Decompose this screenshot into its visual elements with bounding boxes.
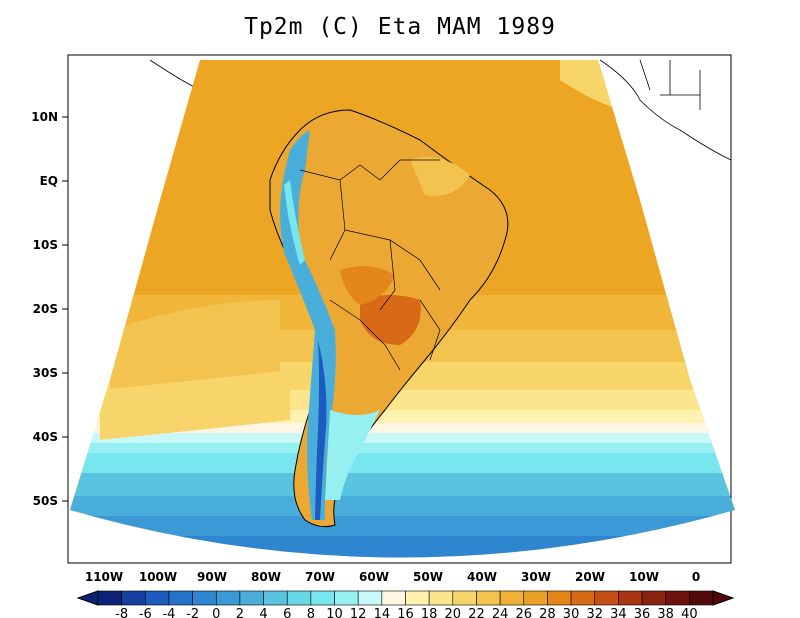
lon-label-0: 0 — [692, 570, 700, 584]
colorbar-swatch — [357, 590, 383, 606]
lon-label-20w: 20W — [575, 570, 605, 584]
colorbar-label: 24 — [492, 607, 509, 618]
lon-label-80w: 80W — [251, 570, 281, 584]
colorbar-label: 28 — [539, 607, 556, 618]
colorbar-swatch — [499, 590, 525, 606]
lon-label-100w: 100W — [139, 570, 177, 584]
colorbar-label: 26 — [515, 607, 532, 618]
colorbar-swatch — [452, 590, 477, 606]
colorbar-label: 2 — [236, 607, 244, 618]
colorbar-swatch — [428, 590, 454, 606]
colorbar-swatch — [286, 590, 312, 606]
colorbar-swatch — [618, 590, 643, 606]
map-title: Tp2m (C) Eta MAM 1989 — [244, 14, 556, 40]
lat-label-eq: EQ — [40, 174, 58, 188]
colorbar-label: 0 — [212, 607, 220, 618]
lat-label-40s: 40S — [33, 430, 58, 444]
lat-label-10n: 10N — [31, 110, 58, 124]
colorbar-label: 40 — [681, 607, 698, 618]
colorbar-swatch — [310, 590, 335, 606]
lat-label-10s: 10S — [33, 238, 58, 252]
lon-label-70w: 70W — [305, 570, 335, 584]
longitude-axis: 110W 100W 90W 80W 70W 60W 50W 40W 30W 20… — [85, 570, 700, 584]
lon-label-50w: 50W — [413, 570, 443, 584]
colorbar-swatch — [594, 590, 619, 606]
colorbar-swatch — [97, 590, 122, 606]
colorbar-swatch — [239, 590, 264, 606]
colorbar-label: 22 — [468, 607, 485, 618]
lat-label-50s: 50S — [33, 494, 58, 508]
colorbar-label: 38 — [657, 607, 674, 618]
colorbar-label: 30 — [563, 607, 580, 618]
colorbar-label: -6 — [139, 607, 152, 618]
colorbar-swatch — [334, 590, 359, 606]
colorbar-swatch — [381, 590, 406, 606]
colorbar-swatch — [263, 590, 288, 606]
country-borders — [299, 159, 441, 371]
south-america — [269, 109, 509, 528]
colorbar-label: 10 — [326, 607, 343, 618]
colorbar-label: 36 — [634, 607, 651, 618]
colorbar-swatch — [547, 590, 572, 606]
colorbar-label: 14 — [374, 607, 391, 618]
colorbar-label: 18 — [421, 607, 438, 618]
colorbar-label: 20 — [445, 607, 462, 618]
colorbar-swatch — [665, 590, 690, 606]
lon-label-60w: 60W — [359, 570, 389, 584]
colorbar-swatch — [570, 590, 596, 606]
colorbar-arrow-low — [76, 590, 99, 606]
colorbar-swatch — [145, 590, 170, 606]
colorbar-label: 16 — [397, 607, 414, 618]
colorbar-swatch — [405, 590, 430, 606]
colorbar-swatch — [168, 590, 193, 606]
colorbar-swatch — [689, 590, 714, 606]
colorbar-label: 6 — [283, 607, 291, 618]
latitude-axis: 10N EQ 10S 20S 30S 40S 50S — [31, 110, 68, 508]
colorbar-label: 32 — [586, 607, 603, 618]
lon-label-10w: 10W — [629, 570, 659, 584]
colorbar: -8 -6 -4 -2 0 2 4 6 8 10 12 14 16 18 20 22 24 26 28 30 32 34 3… — [76, 590, 735, 618]
lat-label-20s: 20S — [33, 302, 58, 316]
lon-label-90w: 90W — [197, 570, 227, 584]
colorbar-swatch — [641, 590, 666, 606]
lon-label-110w: 110W — [85, 570, 123, 584]
colorbar-label: 8 — [307, 607, 315, 618]
colorbar-swatch — [121, 590, 146, 606]
colorbar-swatch — [192, 590, 217, 606]
colorbar-label: 12 — [350, 607, 367, 618]
colorbar-label: 34 — [610, 607, 627, 618]
lat-label-30s: 30S — [33, 366, 58, 380]
lon-label-40w: 40W — [467, 570, 497, 584]
lon-label-30w: 30W — [521, 570, 551, 584]
colorbar-arrow-high — [712, 590, 735, 606]
colorbar-label: -2 — [186, 607, 199, 618]
colorbar-swatch — [476, 590, 501, 606]
colorbar-label: 4 — [259, 607, 267, 618]
colorbar-swatch — [215, 590, 241, 606]
colorbar-label: -8 — [115, 607, 128, 618]
colorbar-swatch — [523, 590, 548, 606]
colorbar-label: -4 — [162, 607, 175, 618]
